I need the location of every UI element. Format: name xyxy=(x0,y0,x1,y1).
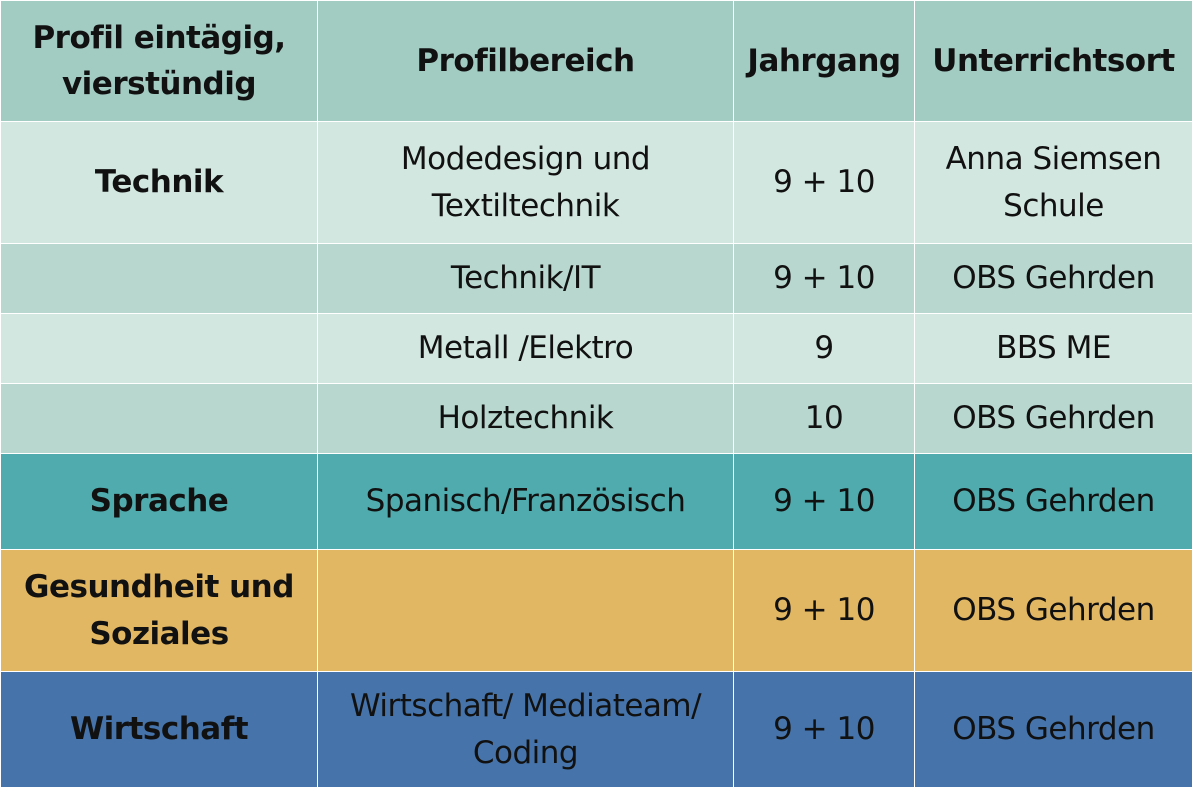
cell-profil: Sprache xyxy=(0,453,318,550)
cell-bereich-line1: Wirtschaft/ Mediateam/ xyxy=(349,688,702,724)
cell-profil xyxy=(0,313,318,384)
table-row: Holztechnik 10 OBS Gehrden xyxy=(0,383,1192,454)
cell-profil-line1: Gesundheit und xyxy=(24,569,294,605)
header-unterrichtsort: Unterrichtsort xyxy=(914,0,1192,122)
cell-bereich xyxy=(317,549,734,672)
header-profil: Profil eintägig, vierstündig xyxy=(0,0,318,122)
cell-profil: Gesundheit und Soziales xyxy=(0,549,318,672)
cell-jahrgang: 10 xyxy=(733,383,915,454)
cell-profil: Wirtschaft xyxy=(0,671,318,788)
table-row: Gesundheit und Soziales 9 + 10 OBS Gehrd… xyxy=(0,549,1192,672)
cell-ort: OBS Gehrden xyxy=(914,671,1192,788)
header-profil-line2: vierstündig xyxy=(61,66,257,102)
cell-ort: OBS Gehrden xyxy=(914,453,1192,550)
cell-bereich: Holztechnik xyxy=(317,383,734,454)
cell-jahrgang: 9 + 10 xyxy=(733,671,915,788)
cell-bereich: Spanisch/Französisch xyxy=(317,453,734,550)
cell-ort-line1: Anna Siemsen xyxy=(945,141,1162,177)
table-row: Sprache Spanisch/Französisch 9 + 10 OBS … xyxy=(0,453,1192,550)
cell-profil: Technik xyxy=(0,121,318,244)
cell-bereich: Modedesign und Textiltechnik xyxy=(317,121,734,244)
header-profil-line1: Profil eintägig, xyxy=(32,19,286,56)
cell-jahrgang: 9 + 10 xyxy=(733,549,915,672)
cell-ort: OBS Gehrden xyxy=(914,383,1192,454)
cell-bereich-line2: Textiltechnik xyxy=(431,187,620,224)
table-row: Technik/IT 9 + 10 OBS Gehrden xyxy=(0,243,1192,314)
cell-jahrgang: 9 xyxy=(733,313,915,384)
cell-ort-line2: Schule xyxy=(1003,187,1104,224)
table-row: Wirtschaft Wirtschaft/ Mediateam/ Coding… xyxy=(0,671,1192,788)
cell-profil xyxy=(0,243,318,314)
cell-ort: BBS ME xyxy=(914,313,1192,384)
header-profilbereich: Profilbereich xyxy=(317,0,734,122)
cell-jahrgang: 9 + 10 xyxy=(733,453,915,550)
table-row: Metall /Elektro 9 BBS ME xyxy=(0,313,1192,384)
header-jahrgang: Jahrgang xyxy=(733,0,915,122)
cell-bereich-line1: Modedesign und xyxy=(400,141,651,177)
cell-ort: OBS Gehrden xyxy=(914,243,1192,314)
table-header-row: Profil eintägig, vierstündig Profilberei… xyxy=(0,0,1192,122)
cell-jahrgang: 9 + 10 xyxy=(733,121,915,244)
cell-jahrgang: 9 + 10 xyxy=(733,243,915,314)
cell-profil-line2: Soziales xyxy=(89,615,229,652)
cell-bereich: Wirtschaft/ Mediateam/ Coding xyxy=(317,671,734,788)
cell-profil xyxy=(0,383,318,454)
cell-ort: OBS Gehrden xyxy=(914,549,1192,672)
cell-bereich-line2: Coding xyxy=(472,734,579,771)
cell-ort: Anna Siemsen Schule xyxy=(914,121,1192,244)
cell-bereich: Metall /Elektro xyxy=(317,313,734,384)
table-row: Technik Modedesign und Textiltechnik 9 +… xyxy=(0,121,1192,244)
cell-bereich: Technik/IT xyxy=(317,243,734,314)
